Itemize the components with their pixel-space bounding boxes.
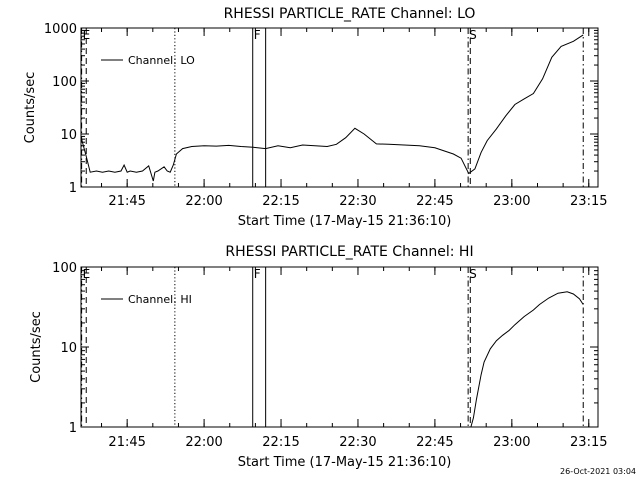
hi-channel-panel: RHESSI PARTICLE_RATE Channel: HI Start Ti…: [29, 244, 608, 470]
event-marker-label: S: [469, 28, 477, 42]
x-tick-label: 22:45: [416, 435, 453, 450]
legend-label: Channel: HI: [128, 293, 192, 306]
y-tick-label: 10: [60, 341, 77, 356]
y-axis-label: Counts/sec: [29, 311, 44, 383]
x-tick-label: 23:15: [570, 435, 607, 450]
x-tick-label: 22:00: [185, 194, 222, 209]
x-tick-label: 22:15: [262, 435, 299, 450]
y-axis-label: Counts/sec: [23, 72, 38, 144]
x-tick-label: 22:00: [185, 435, 222, 450]
x-tick-label: 22:45: [416, 194, 453, 209]
y-tick-label: 10: [60, 128, 77, 143]
x-tick-label: 23:00: [493, 194, 530, 209]
x-tick-label: 22:30: [339, 435, 376, 450]
x-tick-label: 23:00: [493, 435, 530, 450]
y-tick-label: 1000: [44, 22, 77, 37]
chart-title: RHESSI PARTICLE_RATE Channel: LO: [224, 6, 476, 22]
event-marker-label: E: [83, 267, 91, 281]
x-tick-label: 22:15: [262, 194, 299, 209]
legend-label: Channel: LO: [128, 54, 195, 67]
chart-title: RHESSI PARTICLE_RATE Channel: HI: [225, 244, 473, 260]
plot-frame: [80, 27, 599, 188]
x-tick-label: 23:15: [570, 194, 607, 209]
lo-channel-panel: RHESSI PARTICLE_RATE Channel: LO Start Ti…: [23, 6, 608, 229]
event-marker-label: E: [83, 28, 91, 42]
generated-timestamp: 26-Oct-2021 03:04: [560, 467, 636, 476]
event-marker-label: S: [469, 267, 477, 281]
series-line: [81, 34, 584, 182]
x-axis-label: Start Time (17-May-15 21:36:10): [238, 455, 452, 470]
y-tick-label: 100: [52, 261, 77, 276]
x-tick-label: 21:45: [108, 194, 145, 209]
plot-frame: [80, 266, 599, 428]
y-tick-label: 100: [52, 75, 77, 90]
x-tick-label: 22:30: [339, 194, 376, 209]
y-tick-label: 1: [69, 181, 77, 196]
series-line: [470, 291, 584, 428]
x-axis-label: Start Time (17-May-15 21:36:10): [238, 214, 452, 229]
event-marker-label: F: [254, 28, 261, 42]
x-tick-label: 21:45: [108, 435, 145, 450]
event-marker-label: F: [254, 267, 261, 281]
y-tick-label: 1: [69, 421, 77, 436]
